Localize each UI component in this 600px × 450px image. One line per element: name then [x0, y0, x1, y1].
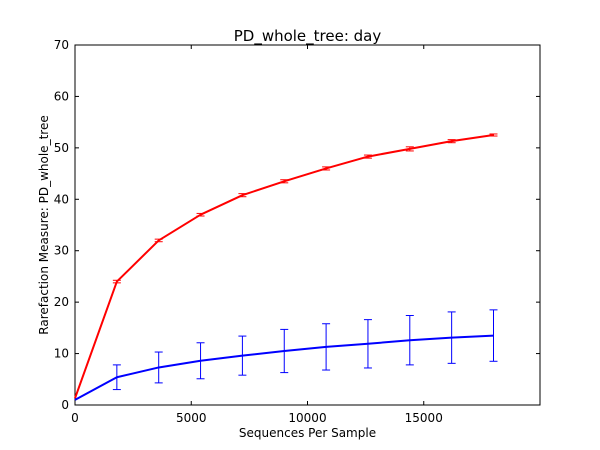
tick-marks [74, 44, 540, 406]
error-bar [238, 335, 247, 376]
y-tick-label: 40 [54, 192, 69, 206]
error-bar [154, 238, 163, 243]
x-tick-label: 10000 [288, 411, 326, 425]
error-bar [489, 309, 498, 362]
series-1 [74, 309, 498, 401]
error-bar [280, 179, 289, 184]
error-bar [405, 315, 414, 366]
error-bar [112, 364, 121, 391]
error-bar [238, 193, 247, 198]
error-bar [447, 311, 456, 364]
y-axis-label: Rarefaction Measure: PD_whole_tree [37, 115, 51, 334]
y-tick-label: 30 [54, 244, 69, 258]
axes-frame [74, 44, 541, 406]
error-bar [447, 139, 456, 144]
error-bar [363, 154, 372, 159]
error-bar [196, 342, 205, 380]
error-bar [363, 319, 372, 369]
error-bar [280, 328, 289, 374]
x-tick-label: 15000 [405, 411, 443, 425]
series-0 [74, 133, 498, 399]
y-tick-label: 70 [54, 38, 69, 52]
tick-labels: 0 5000 10000 15000 0 10 20 30 40 50 60 70 [54, 38, 443, 425]
error-bar [322, 323, 331, 371]
y-tick-label: 0 [61, 398, 69, 412]
x-axis-label: Sequences Per Sample [239, 426, 376, 440]
error-bar [322, 166, 331, 171]
error-bar [196, 212, 205, 217]
error-bar [405, 146, 414, 152]
error-bar [489, 133, 498, 137]
y-tick-label: 10 [54, 347, 69, 361]
chart-title: PD_whole_tree: day [234, 27, 382, 46]
y-tick-label: 60 [54, 89, 69, 103]
plot-area [74, 44, 541, 406]
series-layer [74, 133, 498, 401]
y-tick-label: 20 [54, 295, 69, 309]
y-tick-label: 50 [54, 141, 69, 155]
error-bar [112, 279, 121, 284]
error-bar [154, 351, 163, 384]
x-tick-label: 5000 [176, 411, 207, 425]
x-tick-label: 0 [71, 411, 79, 425]
